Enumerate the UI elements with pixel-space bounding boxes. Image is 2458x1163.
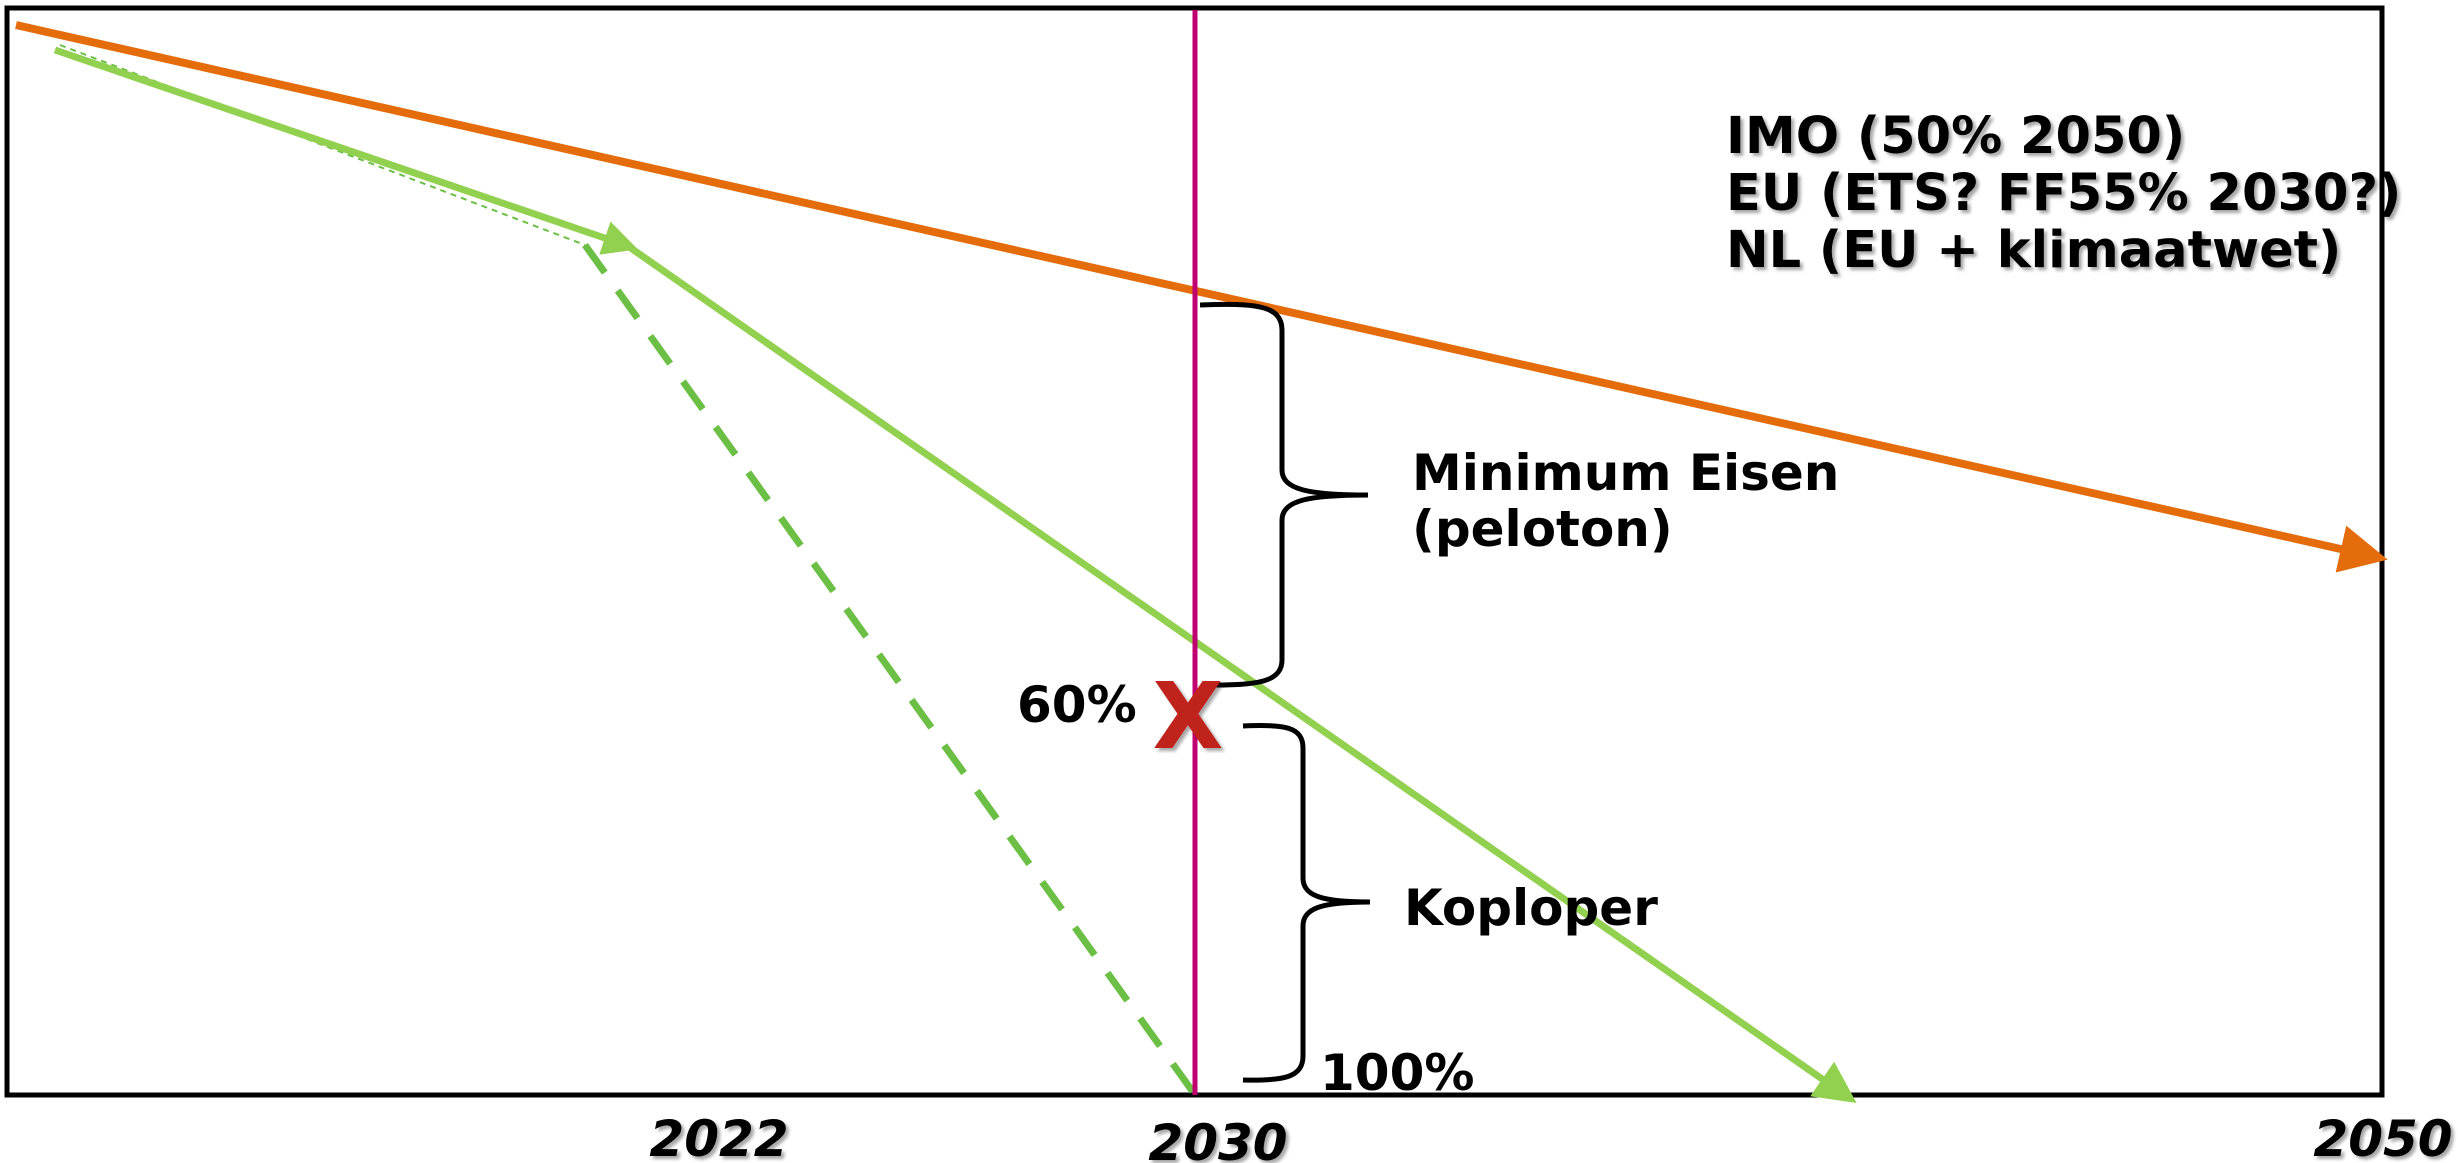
green-path-segment-2 — [622, 241, 1857, 1104]
year-label-2050: 2050 — [2313, 1110, 2452, 1163]
koploper-bracket — [1242, 723, 1371, 1083]
sixty-percent-label: 60% — [1017, 676, 1137, 734]
minimum-label-line2: (peloton) — [1412, 500, 1673, 558]
koploper-dashed-path — [582, 242, 1196, 1095]
policy-note-eu: EU (ETS? FF55% 2030?) — [1726, 164, 2401, 223]
green-path-segment-1 — [53, 46, 638, 255]
minimum-bracket — [1199, 301, 1369, 688]
policy-note-nl: NL (EU + klimaatwet) — [1726, 221, 2341, 280]
year-label-2022: 2022 — [649, 1110, 788, 1163]
x-marker: X — [1153, 663, 1224, 770]
hundred-percent-label: 100% — [1320, 1044, 1474, 1102]
policy-note-imo: IMO (50% 2050) — [1726, 107, 2185, 166]
minimum-label-line1: Minimum Eisen — [1412, 444, 1839, 502]
year-label-2030: 2030 — [1148, 1114, 1287, 1163]
koploper-label: Koploper — [1404, 879, 1658, 937]
